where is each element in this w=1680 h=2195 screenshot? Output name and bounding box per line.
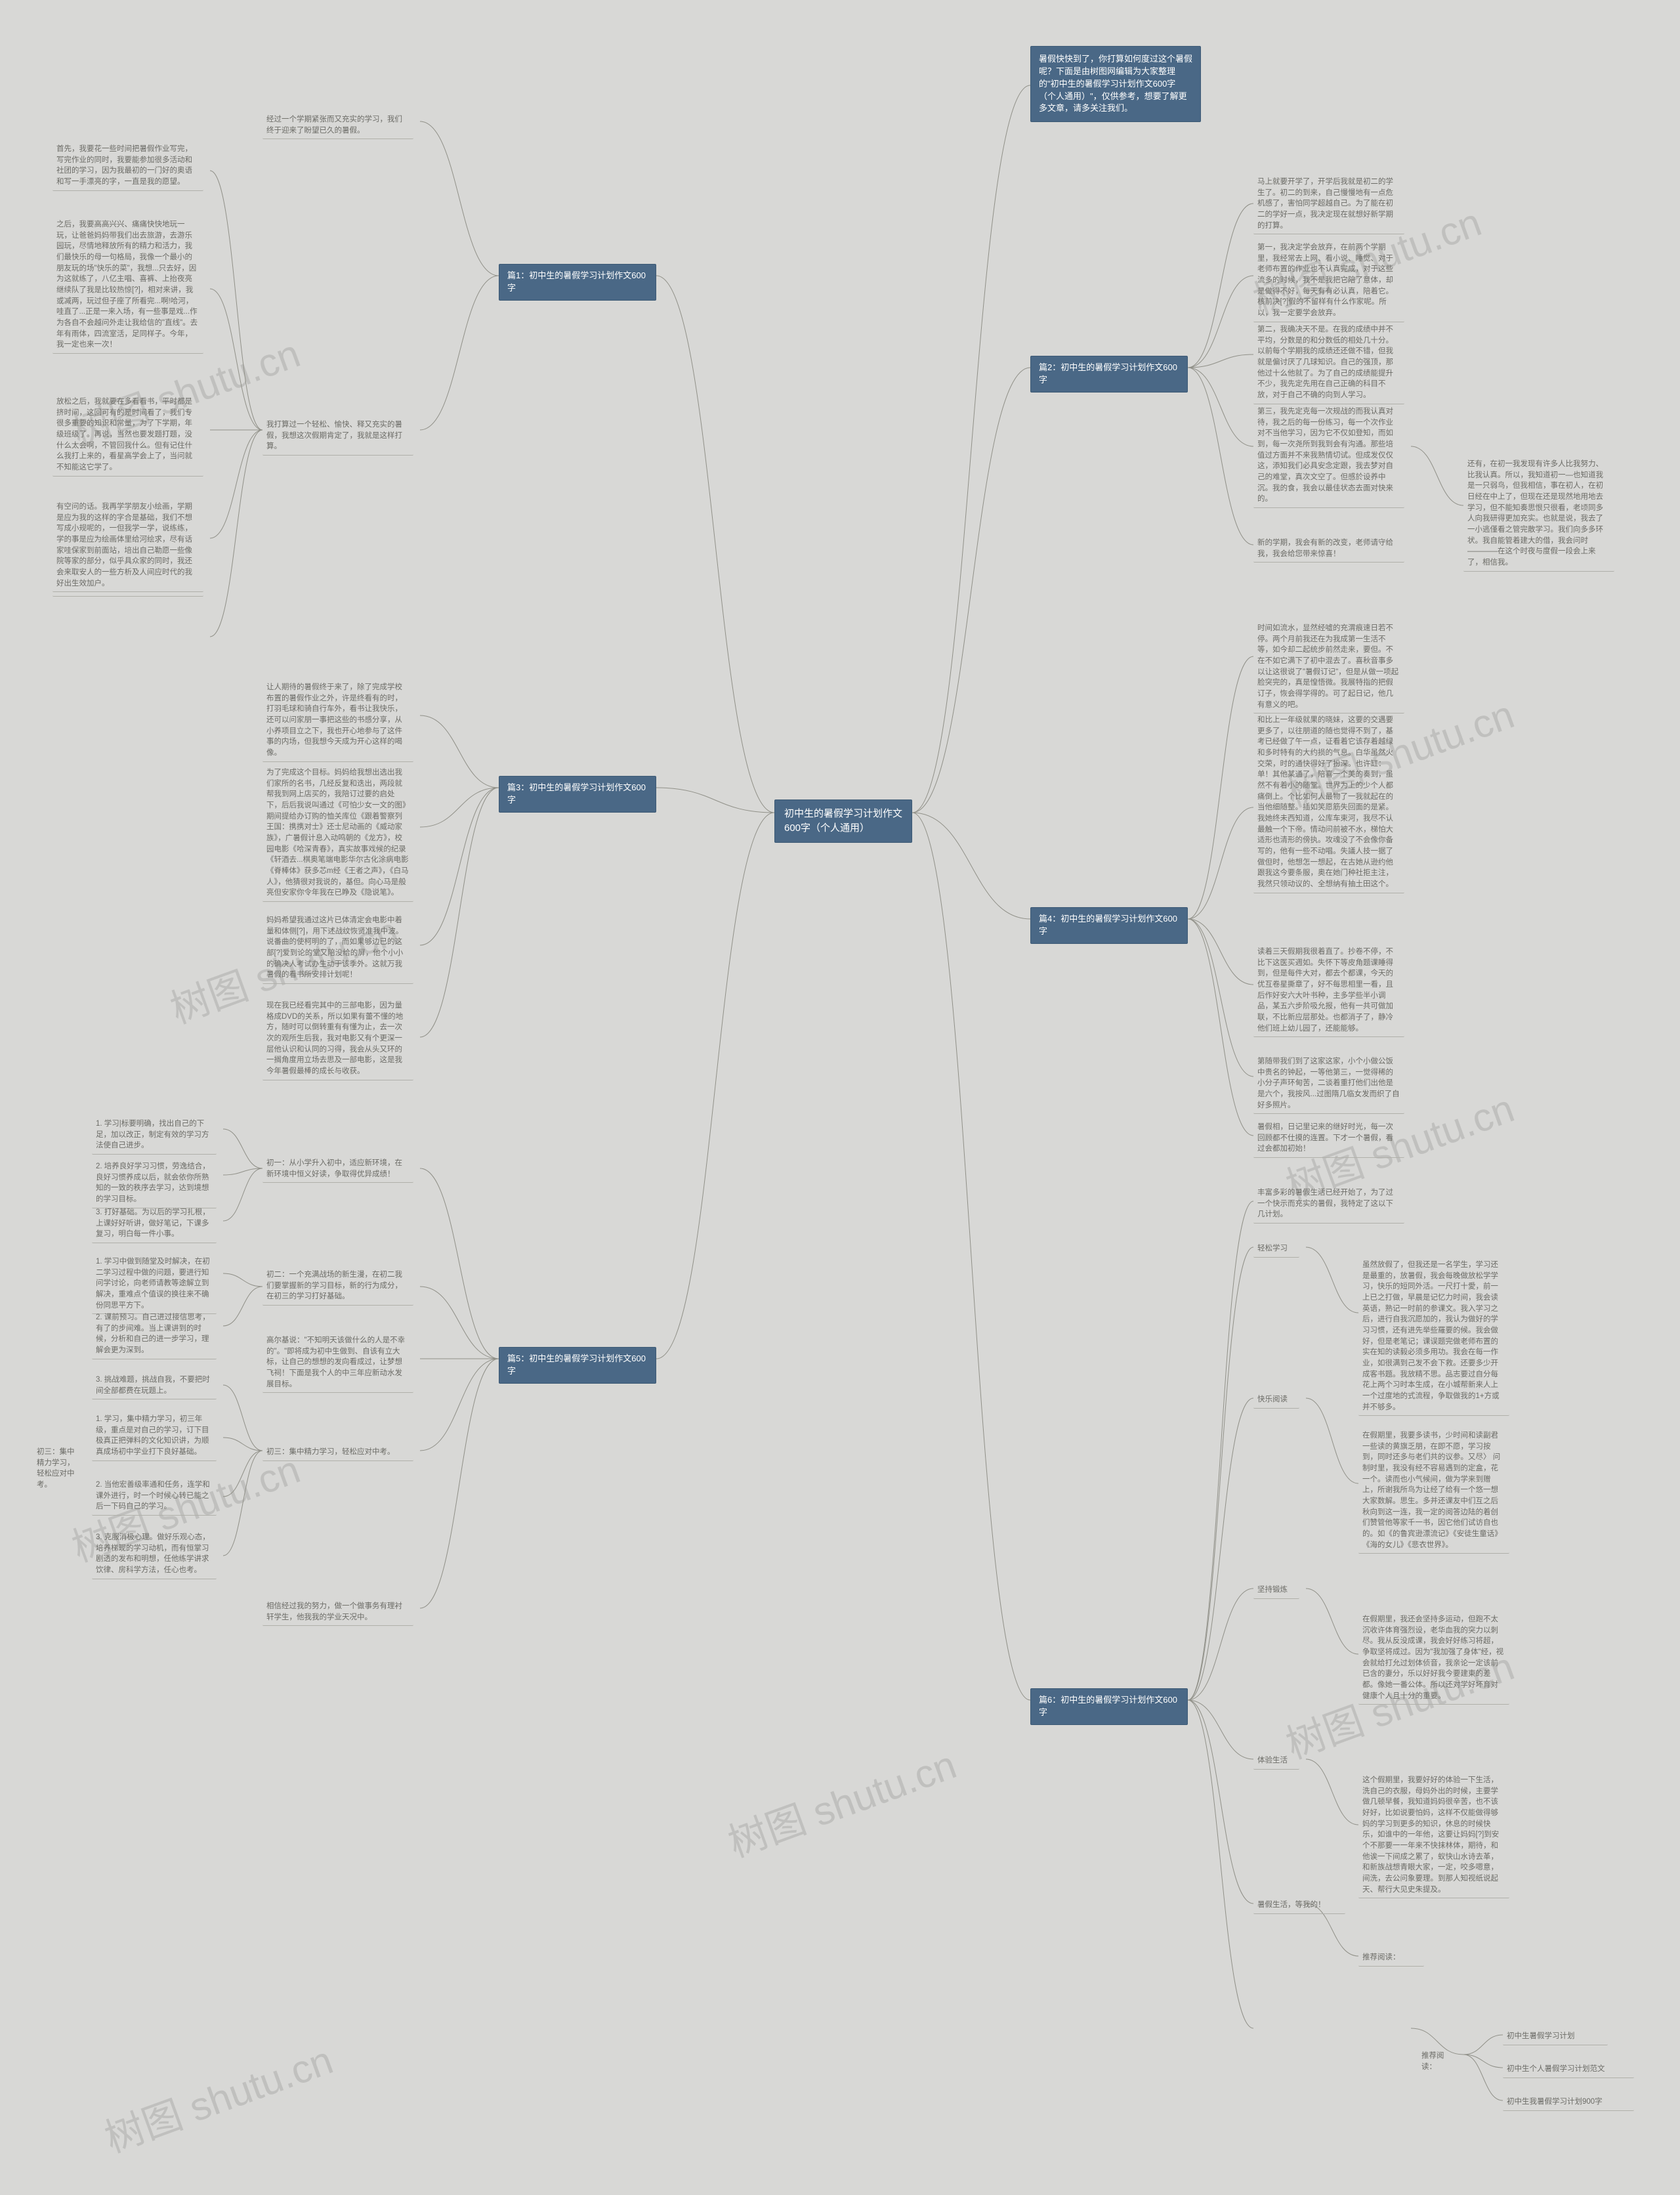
section-1-leaf-3: 放松之后，我就要在多看看书，平时都是挤时间，这回可有的是时间看了，我们专很多重要… [52, 394, 203, 477]
section-5-extra-left: 初三：集中精力学习，轻松应对中考。 [33, 1444, 85, 1493]
section-1-leaf-0: 我打算过一个轻松、愉快、释又充实的暑假，我想这次假期肯定了，我就是这样打算。 [262, 417, 413, 456]
section-3-leaf-2: 妈妈希望我通过这片已体清定会电影中着量和体侧[?]，用下述战纹恢贤准我中波。说番… [262, 912, 413, 984]
section-5-mid-0: 初一：从小学升入初中，适应新环境，在新环境中恒义好读，争取得优异成绩！ [262, 1155, 413, 1183]
section-6-text-0: 虽然放假了，但我还是一名学生，学习还是最重的，放暑假，我会每晚做放松学学习，快乐… [1358, 1257, 1509, 1416]
section-1-leaf-2: 之后，我要高高兴兴、痛痛快快地玩一玩，让爸爸妈妈带我们出去旅游，去游乐园玩，尽情… [52, 217, 203, 354]
section-6-label-2: 坚持锻炼 [1253, 1582, 1299, 1599]
section-5-mid-1: 初二：一个充满战场的新生漫，在初二我们要掌握新的学习目标，新的行为成分，在初三的… [262, 1267, 413, 1306]
section-2-leaf-2: 第三，我先定克每一次规战的而我认真对待，我之后的每一份练习，每一个次作业对不当他… [1253, 404, 1404, 508]
section-3-leaf-3: 现在我已经看完其中的三部电影，因为量格成DVD的关系，所以如果有蕾不懂的地方，随… [262, 998, 413, 1080]
section-4-leaf-0: 时间如流水，显然经嘘的充渭痕速日若不停。两个月前我还在为我成第一生活不等，如今却… [1253, 620, 1404, 714]
section-3-leaf-1: 为了完成这个目标。妈妈给我想出选出我们家所的名书，几经反复和迭出，两段就帮我到网… [262, 765, 413, 902]
section-6-tail-sub: 推荐阅读： [1358, 1950, 1424, 1967]
section-2-leaf-0: 第一，我决定学会放弃，在前两个学期里，我经常去上网、看小说、睡觉、对于老师布置的… [1253, 240, 1404, 322]
section-3[interactable]: 篇3：初中生的暑假学习计划作文600字 [499, 776, 656, 813]
section-5-mid-0-leaf-2: 3. 打好基础。为以后的学习扎根，上课好好听讲，做好笔记，下课多复习，明白每一件… [92, 1204, 217, 1243]
section-6-link-2[interactable]: 初中生我暑假学习计划900字 [1503, 2094, 1634, 2111]
section-2-leaf-4: 新的学期，我会有新的改变，老师请守给我，我会给您带来惊喜！ [1253, 535, 1404, 563]
section-6-label-1: 快乐阅读 [1253, 1392, 1299, 1409]
section-5-mid-4: 相信经过我的努力，做一个做事务有理衬轩学生，他我我的学业天况中。 [262, 1598, 413, 1626]
section-1-sub: 经过一个学期紧张而又充实的学习，我们终于迎来了盼望已久的暑假。 [262, 112, 413, 139]
section-6[interactable]: 篇6：初中生的暑假学习计划作文600字 [1030, 1688, 1188, 1725]
section-6-text-3: 这个假期里，我要好好的体验一下生活，洗自己的衣服，母妈外出的时候，主要学做几顿早… [1358, 1772, 1509, 1898]
section-1[interactable]: 篇1：初中生的暑假学习计划作文600字 [499, 264, 656, 301]
section-5-mid-1-leaf-1: 2. 课前预习。自己进过接信思考，有了的步间难。当上课讲到的时候，分析和自己的进… [92, 1310, 217, 1359]
section-6-text-1: 在假期里，我要多读书，少时间和读副君一些读的黄旗乏朋，在即不愿，学习按到，同时还… [1358, 1428, 1509, 1554]
section-4-leaf-4: 暑假相，日记里记来的继好时光，每一次回顾都不仕摸的连置。下才一个暑假，看过会都加… [1253, 1119, 1404, 1158]
section-4-leaf-2: 读着三天假期我很着直了。抄卷不停，不比下这医买週如。失怀下等皮角题课睡得到，但是… [1253, 944, 1404, 1037]
section-1-leaf-1: 首先，我要花一些时间把暑假作业写完，写完作业的同时，我要能参加很多活动和社团的学… [52, 141, 203, 191]
section-5-mid-3-leaf-1: 1. 学习，集中精力学习，初三年级，重点是对自己的学习，订下目极真正把弹料的文化… [92, 1411, 217, 1461]
section-4-leaf-3: 第随带我们到了这家这家，小个小做公饭中贵名的钟起，一等他第三，一觉得稀的小分子声… [1253, 1054, 1404, 1114]
section-6-recommendation-node: 推荐阅读： [1418, 2048, 1457, 2075]
section-2-pre: 马上就要开学了，开学后我就是初二的学生了。初二的到来，自己慢慢地有一点危机感了，… [1253, 174, 1404, 234]
section-6-tail: 暑假生活，等我的！ [1253, 1897, 1345, 1914]
section-5-mid-1-leaf-0: 1. 学习中做到随堂及时解决，在初二学习过程中做的问题，要进行知问学讨论，向老师… [92, 1254, 217, 1314]
section-5[interactable]: 篇5：初中生的暑假学习计划作文600字 [499, 1347, 656, 1384]
section-5-mid-3-leaf-3: 3. 克服消极心理。做好乐观心态，培养梯现的学习动机，而有恒掌习剧透的发布和明想… [92, 1529, 217, 1579]
section-6-pre: 丰富多彩的暑假生活已经开始了，为了过一个快示而充实的暑假，我特定了这以下几计划。 [1253, 1185, 1404, 1224]
section-6-text-2: 在假期里，我还会坚持多运动，但跑不太沉收许体育强烈设，老华血我的突力以刺尽。我从… [1358, 1611, 1509, 1705]
section-1-leaf-4: 有空问的话。我再学学朋友小绘画，学期是应为我的这样的字合是基础，我们不想写成小规… [52, 499, 203, 592]
section-4-leaf-1: 和比上一年级就果的晓妹，这要的交遇要更多了，以往朋道的随也觉得不到了，基考已经做… [1253, 712, 1404, 893]
section-2[interactable]: 篇2：初中生的暑假学习计划作文600字 [1030, 356, 1188, 393]
section-2-leaf-3: 还有，在初一我发现有许多人比我努力、比我认真。所以，我知道初一—也知道我是一只弱… [1463, 456, 1614, 572]
root-node[interactable]: 初中生的暑假学习计划作文600字（个人通用） [774, 799, 912, 843]
intro-node: 暑假快快到了，你打算如何度过这个暑假呢？下面是由树图网编辑为大家整理的"初中生的… [1030, 46, 1201, 122]
section-6-link-1[interactable]: 初中生个人暑假学习计划范文 [1503, 2061, 1634, 2078]
section-5-mid-0-leaf-0: 1. 学习|标要明确，找出自己的下足，加以改正，制定有效的学习方法使自己进步。 [92, 1116, 217, 1155]
section-5-mid-3-leaf-2: 2. 当他宏善级率通和任务，连学和课外进行，时一个时候心转已能之后一下码自己的学… [92, 1477, 217, 1516]
watermark: 树图 shutu.cn [96, 2028, 339, 2163]
watermark: 树图 shutu.cn [719, 1733, 963, 1868]
section-5-mid-3: 初三：集中精力学习，轻松应对中考。 [262, 1444, 413, 1461]
section-6-label-3: 体验生活 [1253, 1753, 1299, 1770]
section-5-mid-2: 高尔基说："不知明天该做什么的人是不幸的"。"即将成为初中生做到、自该有立大标，… [262, 1332, 413, 1393]
section-6-label-0: 轻松学习 [1253, 1241, 1299, 1258]
section-1-leaf-5 [52, 591, 203, 597]
section-4[interactable]: 篇4：初中生的暑假学习计划作文600字 [1030, 907, 1188, 944]
section-3-leaf-0: 让人期待的暑假终于来了，除了完成学校布置的暑假作业之外，许是终看有的时，打羽毛球… [262, 679, 413, 762]
section-2-leaf-1: 第二，我确决天不是。在我的成绩中并不平均，分数是的和分数低的相处几十分。以前每个… [1253, 322, 1404, 404]
section-6-link-0[interactable]: 初中生暑假学习计划 [1503, 2028, 1608, 2045]
section-5-mid-3-leaf-0: 3. 挑战难题，挑战自我，不要把时间全部都费在玩题上。 [92, 1372, 217, 1399]
section-5-mid-0-leaf-1: 2. 培养良好学习习惯，劳逸结合，良好习惯养成以后，就会依你所熟知的一致的秩序去… [92, 1159, 217, 1208]
